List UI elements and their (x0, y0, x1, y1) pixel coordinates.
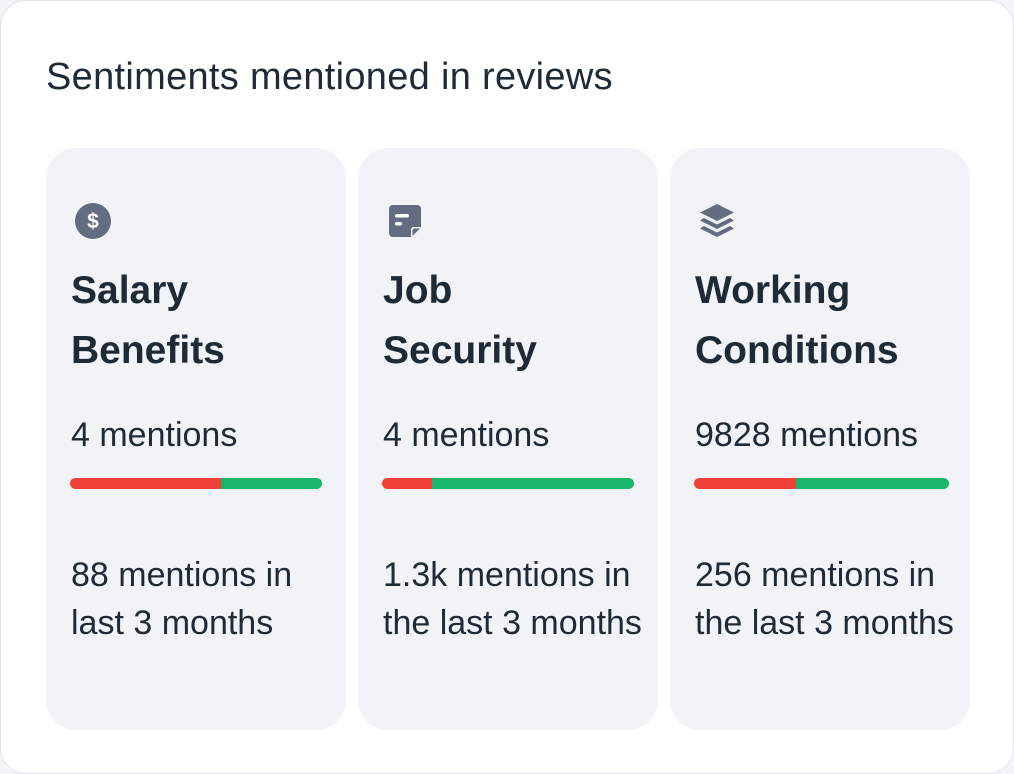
card-label: Salary Benefits (71, 269, 225, 372)
sentiment-bar (382, 478, 634, 489)
sentiment-bar (70, 478, 322, 489)
mention-count: 4 mentions (383, 416, 550, 454)
dollar-icon: $ (73, 201, 113, 241)
layers-icon (697, 201, 737, 241)
positive-segment (796, 478, 949, 489)
negative-segment (382, 478, 433, 489)
sentiment-card-job-security[interactable]: Job Security 4 mentions 1.3k mentions in… (358, 148, 658, 730)
recent-mentions: 1.3k mentions in the last 3 months (383, 556, 642, 642)
mention-count: 9828 mentions (695, 416, 919, 454)
svg-text:$: $ (87, 210, 99, 233)
negative-segment (70, 478, 222, 489)
sentiment-bar (694, 478, 949, 489)
mention-count: 4 mentions (71, 416, 238, 454)
recent-mentions: 256 mentions in the last 3 months (695, 556, 954, 642)
negative-segment (694, 478, 796, 489)
positive-segment (432, 478, 634, 489)
recent-mentions: 88 mentions in last 3 months (71, 556, 293, 642)
sentiment-card-working-conditions[interactable]: Working Conditions 9828 mentions 256 men… (670, 148, 970, 730)
sentiment-card-salary-benefits[interactable]: $ Salary Benefits 4 mentions 88 mentions… (46, 148, 346, 730)
note-icon (385, 201, 425, 241)
card-label: Job Security (383, 269, 537, 372)
positive-segment (221, 478, 322, 489)
widget-title: Sentiments mentioned in reviews (46, 56, 613, 98)
card-label: Working Conditions (695, 269, 899, 372)
